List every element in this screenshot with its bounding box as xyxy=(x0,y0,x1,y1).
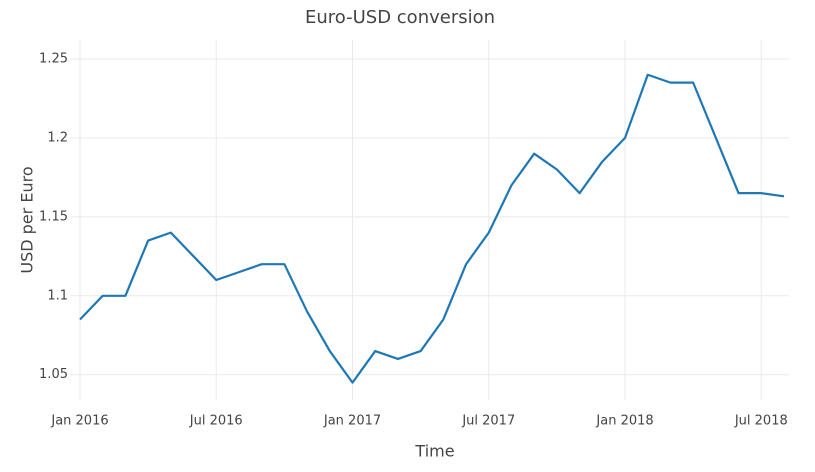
y-tick-label: 1.2 xyxy=(47,130,68,145)
x-tick-label: Jul 2016 xyxy=(189,414,243,429)
y-tick-label: 1.05 xyxy=(39,367,68,382)
x-tick-label: Jan 2016 xyxy=(50,414,108,429)
y-tick-label: 1.1 xyxy=(47,288,68,303)
line-series xyxy=(79,73,785,384)
x-tick-label: Jul 2018 xyxy=(734,414,788,429)
y-axis-title: USD per Euro xyxy=(18,166,37,273)
x-axis-title: Time xyxy=(414,442,454,461)
x-tick-label: Jul 2017 xyxy=(461,414,515,429)
x-tick-label: Jan 2018 xyxy=(595,414,653,429)
y-tick-label: 1.15 xyxy=(39,209,68,224)
chart-title: Euro-USD conversion xyxy=(305,7,495,28)
y-tick-label: 1.25 xyxy=(39,51,68,66)
x-tick-label: Jan 2017 xyxy=(323,414,381,429)
